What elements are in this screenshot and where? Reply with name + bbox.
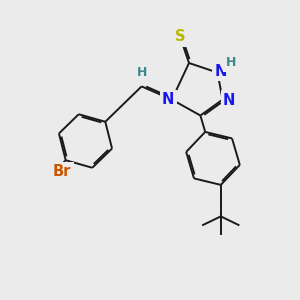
Text: H: H	[226, 56, 236, 70]
Text: H: H	[137, 65, 147, 79]
Text: Br: Br	[53, 164, 71, 179]
Text: N: N	[214, 64, 227, 79]
Text: N: N	[223, 93, 236, 108]
Text: S: S	[175, 29, 185, 44]
Text: N: N	[162, 92, 175, 107]
